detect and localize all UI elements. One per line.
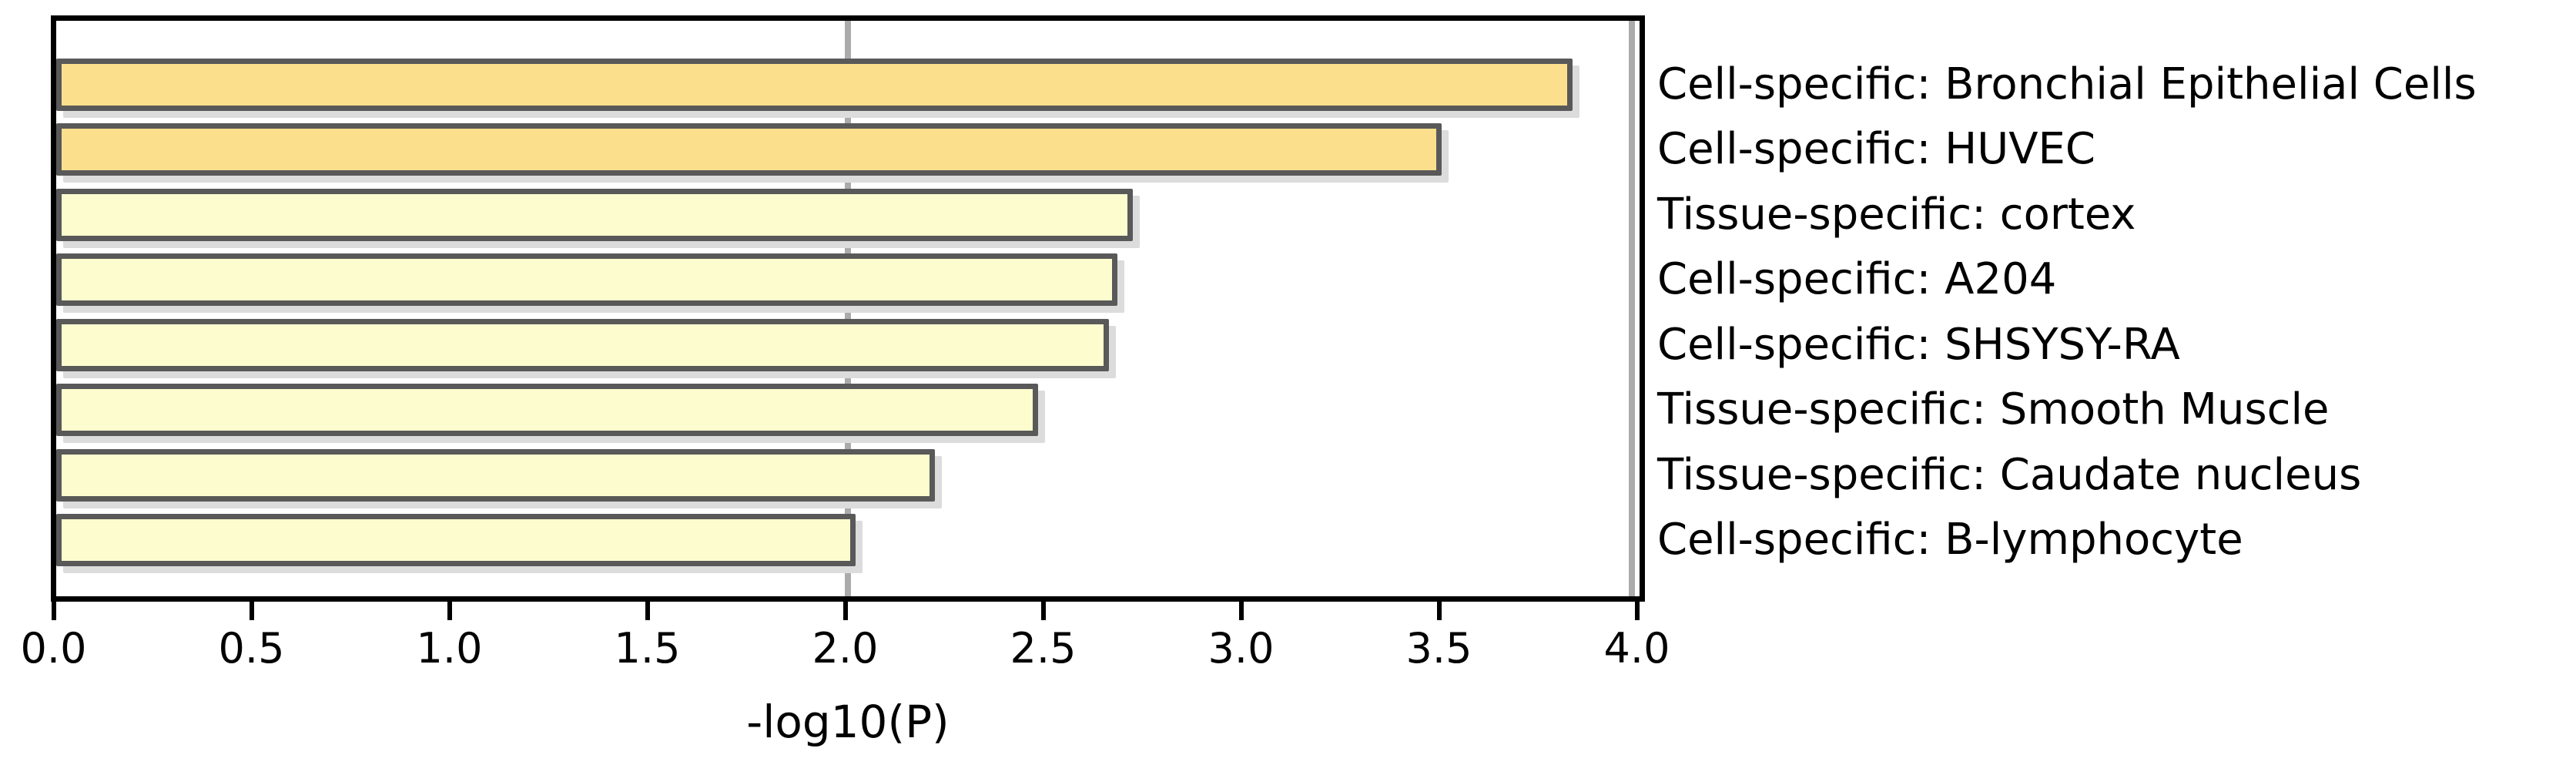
bar (56, 514, 856, 566)
x-tick-mark (1634, 602, 1640, 620)
category-label: Cell-specific: SHSYSY-RA (1657, 319, 2180, 370)
bar (56, 448, 936, 502)
x-tick-mark (1238, 602, 1244, 620)
x-tick-label: 4.0 (1603, 624, 1670, 673)
category-label: Cell-specific: Bronchial Epithelial Cell… (1657, 59, 2477, 109)
category-label: Tissue-specific: Smooth Muscle (1657, 384, 2330, 435)
category-label: Tissue-specific: cortex (1657, 189, 2136, 240)
x-tick-label: 1.0 (416, 624, 483, 673)
bar (56, 123, 1442, 176)
x-tick-label: 1.5 (614, 624, 681, 673)
x-tick-label: 2.5 (1010, 624, 1077, 673)
x-axis-title: -log10(P) (746, 696, 950, 748)
bar (56, 59, 1573, 111)
bar (56, 384, 1038, 437)
x-tick-mark (1040, 602, 1046, 620)
x-tick-mark (842, 602, 848, 620)
x-tick-mark (447, 602, 452, 620)
category-label: Cell-specific: HUVEC (1657, 124, 2096, 175)
category-label: Tissue-specific: Caudate nucleus (1657, 449, 2362, 500)
category-label: Cell-specific: B-lymphocyte (1657, 515, 2243, 565)
bar (56, 253, 1117, 307)
x-tick-label: 3.5 (1405, 624, 1472, 673)
x-tick-mark (645, 602, 650, 620)
x-tick-label: 0.0 (20, 624, 87, 673)
x-tick-mark (51, 602, 56, 620)
plot-area (51, 15, 1645, 602)
x-tick-mark (249, 602, 254, 620)
reference-line (1628, 21, 1635, 596)
x-tick-mark (1436, 602, 1442, 620)
bar (56, 188, 1134, 241)
bar (56, 318, 1110, 371)
reference-line (845, 21, 851, 596)
x-tick-label: 3.0 (1208, 624, 1275, 673)
category-label: Cell-specific: A204 (1657, 254, 2057, 305)
x-tick-label: 2.0 (812, 624, 879, 673)
x-tick-label: 0.5 (218, 624, 285, 673)
